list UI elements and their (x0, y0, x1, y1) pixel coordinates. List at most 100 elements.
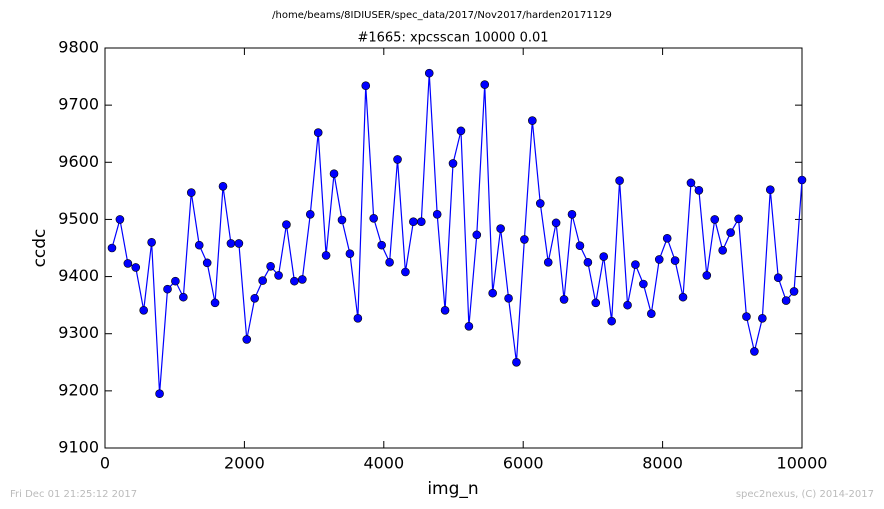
marker (662, 233, 672, 243)
marker (543, 257, 553, 267)
marker (258, 276, 267, 285)
marker (686, 178, 696, 188)
x-tick-label: 0 (100, 454, 110, 473)
marker (139, 305, 148, 315)
x-tick-label: 8000 (642, 454, 683, 473)
y-tick-label: 9800 (58, 38, 99, 57)
marker (147, 237, 156, 247)
marker (551, 218, 561, 228)
marker (535, 199, 545, 208)
marker (765, 185, 775, 195)
y-tick-label: 9400 (58, 266, 99, 285)
marker (163, 284, 172, 294)
marker (171, 276, 180, 286)
marker (789, 287, 799, 296)
marker (123, 259, 133, 268)
marker (234, 239, 244, 248)
marker (305, 209, 315, 219)
marker (464, 321, 474, 331)
marker (107, 243, 117, 253)
marker (623, 300, 632, 310)
marker (742, 312, 751, 321)
marker (504, 293, 513, 303)
marker (250, 293, 260, 303)
suptitle: /home/beams/8IDIUSER/spec_data/2017/Nov2… (272, 10, 612, 21)
y-tick-label: 9200 (58, 380, 99, 399)
marker (480, 80, 490, 89)
marker (710, 215, 720, 224)
marker (448, 159, 458, 168)
marker (409, 217, 418, 227)
marker (559, 295, 569, 304)
marker (520, 235, 529, 244)
marker (678, 292, 688, 302)
marker (631, 260, 640, 269)
marker (194, 240, 204, 250)
marker (758, 313, 767, 323)
marker (210, 298, 220, 308)
marker (639, 279, 648, 289)
marker (345, 249, 355, 259)
marker (583, 257, 593, 267)
marker (607, 316, 616, 326)
marker (369, 213, 378, 223)
marker (797, 175, 807, 185)
marker (670, 256, 680, 265)
marker (528, 116, 537, 125)
marker (416, 217, 426, 227)
marker (313, 128, 323, 137)
marker (361, 81, 371, 91)
y-axis-label: ccdc (30, 229, 50, 268)
x-tick-label: 10000 (777, 454, 828, 473)
marker (599, 252, 609, 261)
footer-right: spec2nexus, (C) 2014-2017 (736, 489, 874, 500)
y-tick-label: 9700 (58, 95, 99, 114)
line (111, 73, 803, 394)
marker (377, 240, 386, 250)
marker (726, 228, 735, 237)
marker (424, 68, 434, 78)
footer-left: Fri Dec 01 21:25:12 2017 (10, 489, 137, 500)
chart-title: #1665: xpcsscan 10000 0.01 (357, 31, 548, 46)
x-tick-label: 4000 (363, 454, 404, 473)
marker (329, 169, 339, 179)
marker (496, 224, 505, 233)
marker (567, 209, 577, 219)
marker (202, 258, 212, 268)
marker (385, 257, 394, 267)
marker (647, 309, 656, 319)
y-tick-label: 9600 (58, 152, 99, 171)
marker (353, 313, 363, 323)
marker (266, 261, 275, 271)
marker (155, 389, 164, 399)
marker (290, 276, 299, 286)
marker (694, 185, 704, 195)
marker (186, 188, 196, 197)
y-tick-label: 9500 (58, 209, 99, 228)
marker (115, 215, 125, 224)
marker (591, 298, 601, 308)
marker (456, 126, 466, 136)
marker (512, 357, 521, 367)
y-tick-label: 9300 (58, 323, 99, 342)
marker (242, 335, 252, 344)
marker (750, 347, 759, 356)
marker (472, 230, 482, 240)
marker (575, 241, 585, 251)
marker (702, 271, 712, 280)
marker (781, 296, 791, 305)
marker (734, 214, 743, 224)
marker (488, 288, 497, 298)
marker (654, 255, 664, 264)
x-tick-label: 6000 (503, 454, 544, 473)
marker (432, 209, 442, 219)
marker (393, 155, 402, 164)
marker (179, 292, 188, 302)
marker (131, 263, 141, 272)
marker (226, 239, 236, 248)
marker (218, 181, 228, 191)
marker (274, 271, 283, 280)
x-axis-label: img_n (427, 479, 478, 499)
